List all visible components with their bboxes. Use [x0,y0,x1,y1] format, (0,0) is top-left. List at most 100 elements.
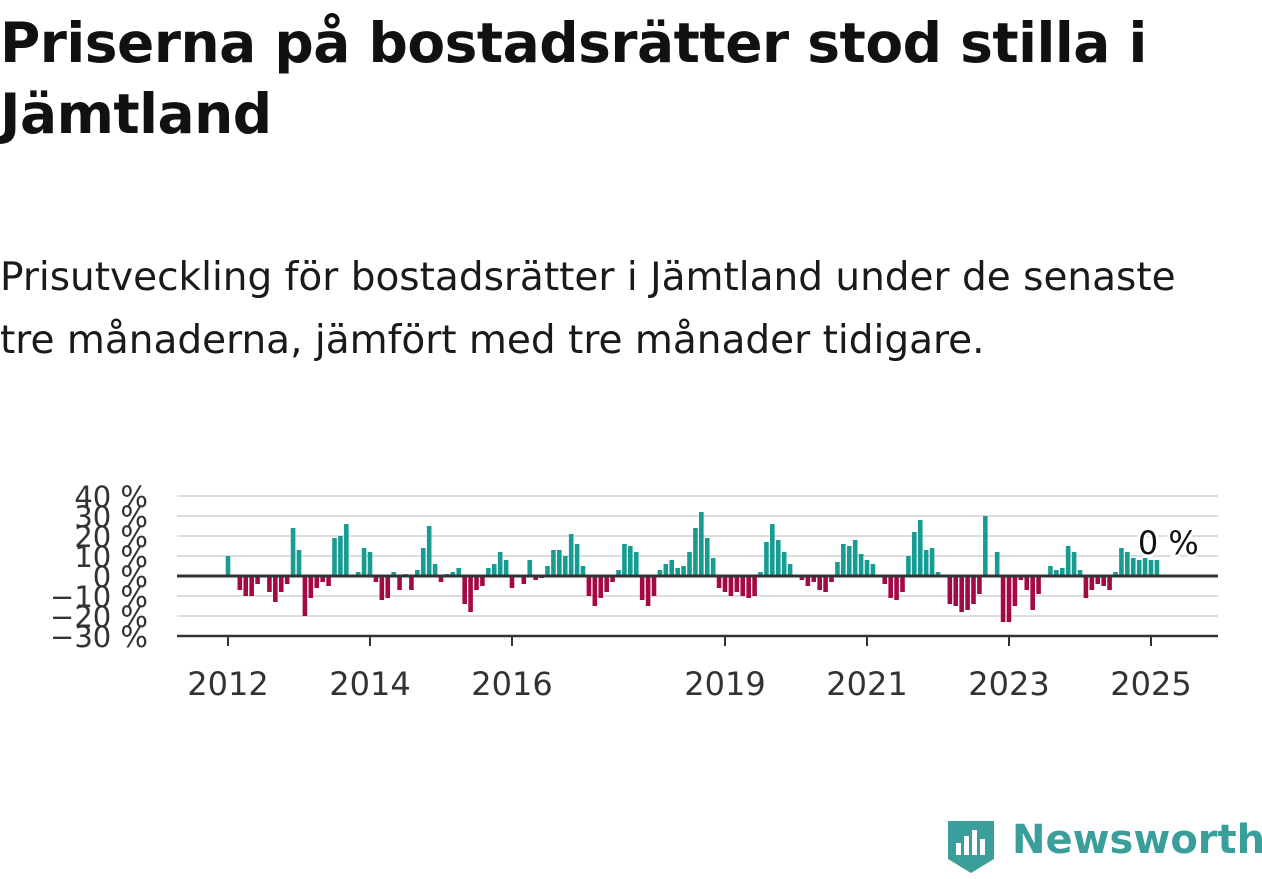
bar [1089,576,1095,590]
bar [740,576,746,596]
newsworthy-logo-icon [948,821,994,873]
bar [586,576,592,596]
bar [669,560,675,576]
bar [361,548,367,576]
bar [923,550,929,576]
x-tick-label: 2012 [187,665,268,703]
bar [1095,576,1101,584]
bar [533,576,538,580]
chart-labels: 40 %30 %20 %10 %0 %−10 %−20 %−30 %2012 20… [50,480,1202,703]
bar [267,576,272,592]
bar [255,576,260,584]
bar [1119,548,1124,576]
bar [900,576,905,592]
bar [1018,576,1024,580]
bar [1048,566,1053,576]
bar [823,576,828,592]
bar [841,544,846,576]
chart-subtitle: Prisutveckling för bostadsrätter i Jämtl… [0,255,1176,363]
bar [580,566,586,576]
bar [450,572,456,576]
y-tick-label: 10 % [74,540,148,574]
bar [503,560,509,576]
bar [811,576,817,582]
bar [1071,552,1077,576]
chart-axes [177,574,1218,646]
chart-title: Priserna på bostadsrätter stod stilla i … [0,11,1147,146]
bar [977,576,982,594]
bar [527,560,533,576]
bar [971,576,976,604]
bar [237,576,243,590]
bar [486,568,491,576]
bar [752,576,757,596]
bar [1065,546,1071,576]
bar [308,576,314,598]
bar [1148,560,1154,576]
bar [917,520,923,576]
bar [273,576,278,602]
bar [385,576,391,598]
bar [787,564,793,576]
bar [829,576,834,582]
bar [474,576,479,590]
bar [1077,570,1083,576]
bar [225,556,231,576]
bar [373,576,379,582]
bar [326,576,331,586]
bar [722,576,728,592]
bar [1101,576,1106,586]
bar [959,576,964,612]
bar [882,576,888,584]
bar [912,532,917,576]
x-tick-label: 2023 [968,665,1049,703]
bar [290,528,296,576]
bar [663,564,669,576]
bar [894,576,899,600]
y-tick-label: −20 % [50,600,148,634]
x-tick-label: 2014 [329,665,410,703]
bar [1154,560,1160,576]
bar [1024,576,1030,590]
bar [616,570,621,576]
bar [994,552,1000,576]
bar [710,558,716,576]
bar [1036,576,1041,594]
bar [929,548,935,576]
bar [355,572,361,576]
bar [628,546,633,576]
bar [420,548,426,576]
y-tick-label: 0 % [93,560,148,594]
bar [704,538,710,576]
bar [906,556,911,576]
bar [314,576,320,588]
bar [568,534,574,576]
bar [1130,558,1136,576]
bar [332,538,337,576]
bar [858,554,864,576]
bar [846,546,852,576]
x-tick-label: 2016 [471,665,552,703]
bar [1006,576,1012,622]
bar [278,576,284,592]
bar [639,576,645,600]
bar [610,576,615,582]
bar [681,566,686,576]
bar [770,524,775,576]
bar [687,552,692,576]
bar [1125,552,1130,576]
bar [888,576,893,598]
bar [799,576,805,580]
bar [462,576,467,604]
bar [426,526,432,576]
bar [775,540,781,576]
bar [397,576,402,590]
bar [953,576,959,606]
bar [657,570,663,576]
bar [456,568,462,576]
bar [509,576,515,588]
bar [622,544,627,576]
bar [497,552,503,576]
y-tick-label: 20 % [74,520,148,554]
bar [805,576,811,586]
